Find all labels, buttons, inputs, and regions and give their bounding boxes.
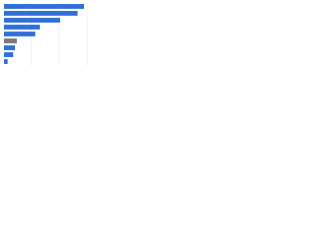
chart <box>4 2 88 66</box>
bar <box>4 4 85 9</box>
bar <box>4 59 8 64</box>
bar <box>4 17 61 23</box>
bar <box>4 45 16 51</box>
page: {"chart_data": {"type": "hbar", "categor… <box>0 0 320 71</box>
bar <box>4 31 36 37</box>
bar <box>4 24 40 30</box>
bar <box>4 10 78 16</box>
bar <box>4 38 17 44</box>
bar <box>4 52 14 58</box>
